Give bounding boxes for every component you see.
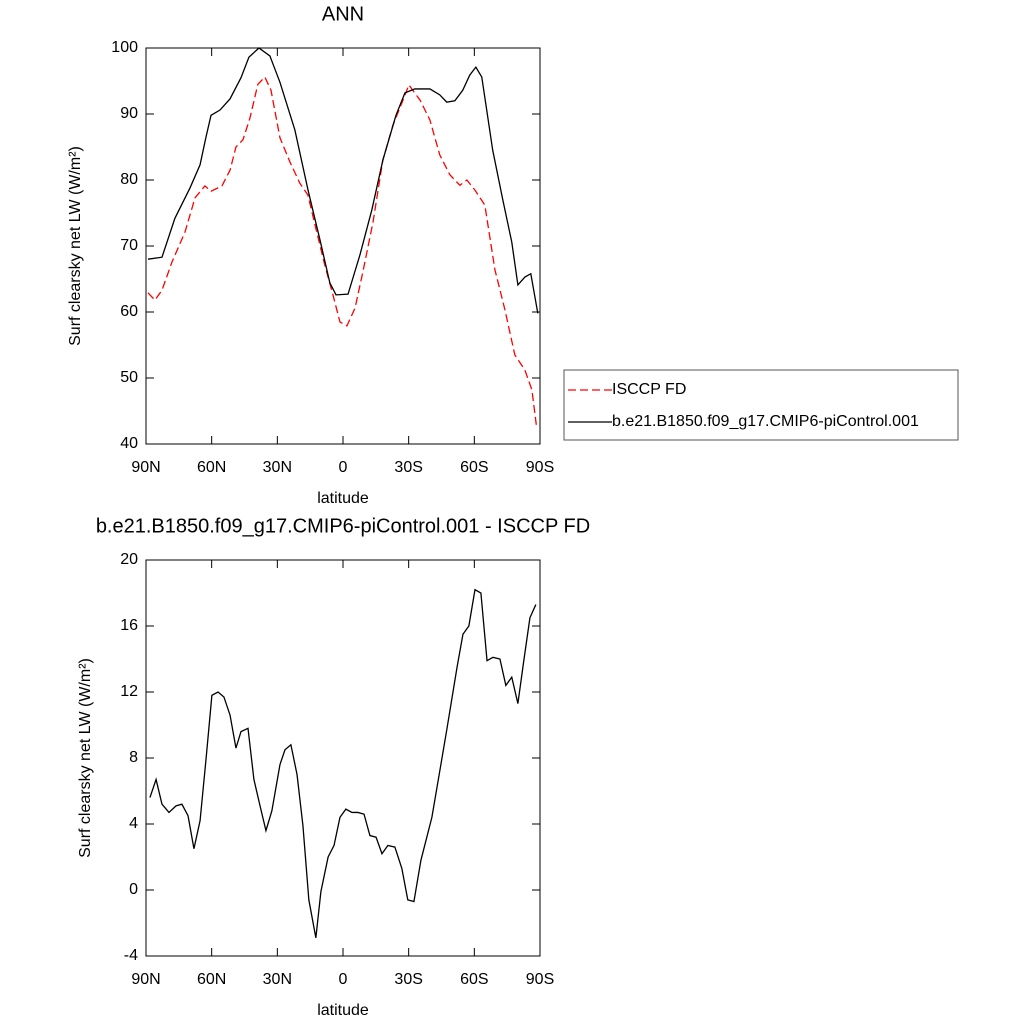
legend-label: b.e21.B1850.f09_g17.CMIP6-piControl.001	[612, 413, 919, 430]
y-tick-label: 70	[120, 237, 138, 254]
y-tick-label: -4	[124, 947, 138, 964]
y-axis-title: Surf clearsky net LW (W/m²)	[77, 658, 94, 858]
x-tick-label: 30S	[394, 459, 422, 476]
x-tick-label: 60N	[197, 459, 226, 476]
x-tick-label: 0	[339, 971, 348, 988]
y-tick-label: 8	[129, 749, 138, 766]
plot-frame	[145, 47, 541, 445]
x-tick-label: 30S	[394, 971, 422, 988]
y-tick-label: 80	[120, 171, 138, 188]
y-tick-label: 100	[111, 39, 138, 56]
chart-title: ANN	[322, 3, 364, 25]
x-axis-title: latitude	[317, 490, 369, 507]
x-axis-title: latitude	[317, 1002, 369, 1019]
data-line	[149, 588, 537, 938]
x-tick-label: 90N	[131, 971, 160, 988]
y-tick-label: 60	[120, 303, 138, 320]
y-tick-label: 4	[129, 815, 138, 832]
legend-label: ISCCP FD	[612, 381, 686, 398]
x-tick-label: 60S	[460, 971, 488, 988]
y-tick-label: 50	[120, 369, 138, 386]
x-tick-label: 0	[339, 459, 348, 476]
x-tick-label: 90S	[526, 971, 554, 988]
x-tick-label: 60N	[197, 971, 226, 988]
plot-frame	[145, 559, 541, 957]
x-tick-label: 60S	[460, 459, 488, 476]
x-tick-label: 30N	[263, 971, 292, 988]
y-tick-label: 12	[120, 683, 138, 700]
y-axis-title: Surf clearsky net LW (W/m²)	[67, 146, 84, 346]
y-tick-label: 16	[120, 617, 138, 634]
y-tick-label: 90	[120, 105, 138, 122]
x-tick-label: 90N	[131, 459, 160, 476]
y-tick-label: 40	[120, 435, 138, 452]
x-tick-label: 30N	[263, 459, 292, 476]
y-tick-label: 20	[120, 551, 138, 568]
data-line	[147, 75, 538, 429]
legend-box	[563, 369, 959, 441]
y-tick-label: 0	[129, 881, 138, 898]
chart-title: b.e21.B1850.f09_g17.CMIP6-piControl.001 …	[96, 515, 590, 537]
data-line	[147, 47, 539, 314]
x-tick-label: 90S	[526, 459, 554, 476]
